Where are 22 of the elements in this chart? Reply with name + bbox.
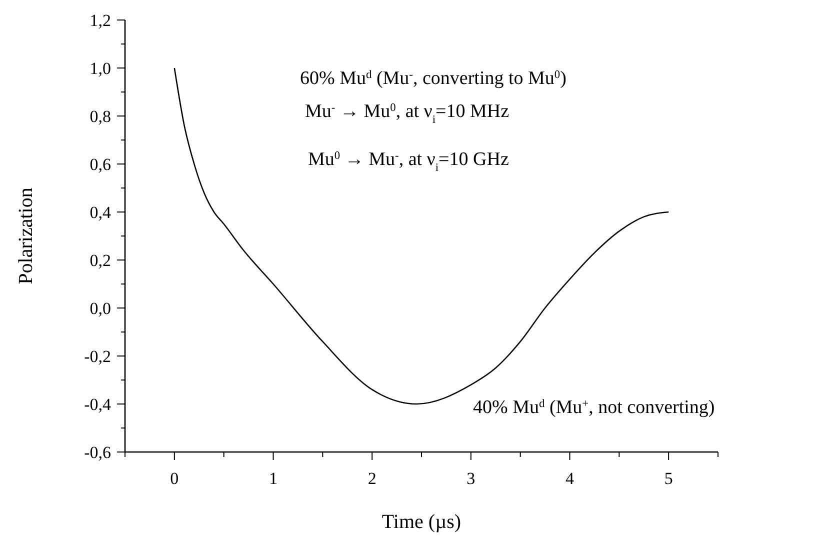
y-axis-title: Polarization <box>15 188 37 284</box>
y-tick-label: -0,2 <box>84 347 111 366</box>
annotation: 40% Mu$^{d}$ (Mu$^{+}$, not converting) <box>473 397 715 418</box>
annotation: Mu$^{-}$ → Mu$^{0}$, at ν$_{i}$=10 MHz <box>305 101 510 126</box>
annotation: Mu$^{0}$ → Mu$^{-}$, at ν$_{i}$=10 GHz <box>308 149 509 174</box>
y-tick-label: 0,6 <box>90 155 111 174</box>
y-tick-label: -0,6 <box>84 443 111 462</box>
y-tick-label: 0,0 <box>90 299 111 318</box>
x-tick-label: 4 <box>566 469 574 488</box>
y-tick-label: 1,0 <box>90 59 111 78</box>
x-tick-label: 2 <box>368 469 376 488</box>
x-tick-label: 3 <box>466 469 476 488</box>
y-tick-label: 1,2 <box>90 11 111 30</box>
x-tick-label: 1 <box>269 469 278 488</box>
y-tick-label: 0,2 <box>90 251 111 270</box>
x-axis-title: Time (µs) <box>382 511 462 533</box>
annotation: 60% Mu$^{d}$ (Mu$^{-}$, converting to Mu$^{0}$) <box>300 68 566 89</box>
y-tick-label: 0,4 <box>90 203 112 222</box>
x-tick-label: 5 <box>664 469 673 488</box>
y-tick-label: 0,8 <box>90 107 111 126</box>
x-tick-label: 0 <box>170 469 179 488</box>
y-tick-label: -0,4 <box>84 395 112 414</box>
